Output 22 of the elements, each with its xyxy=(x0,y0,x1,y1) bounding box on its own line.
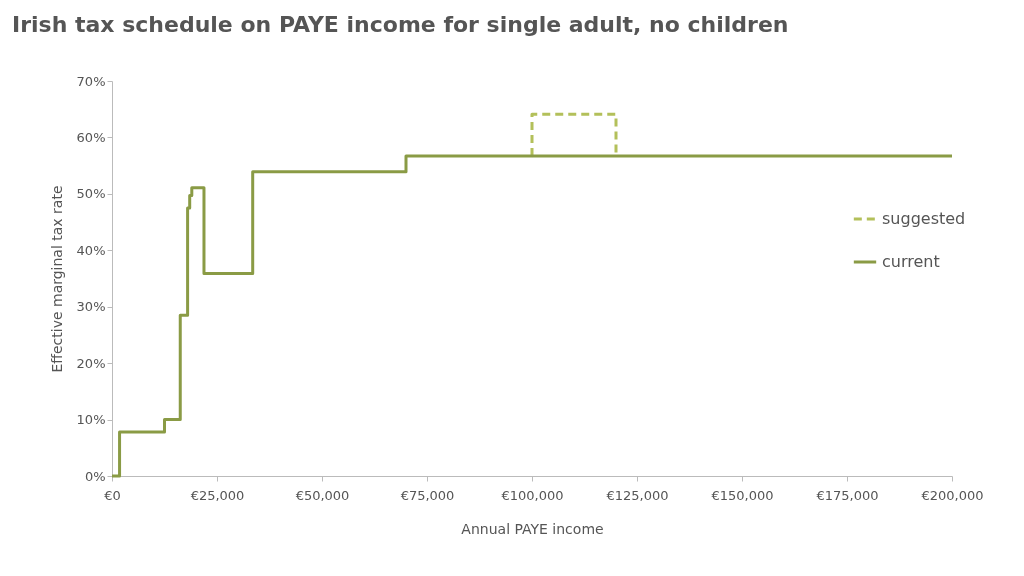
y-tick-label: 60% xyxy=(76,129,106,145)
x-axis-title: Annual PAYE income xyxy=(461,520,604,537)
x-tick-label: €125,000 xyxy=(606,487,669,503)
y-tick-label: 50% xyxy=(76,186,106,202)
x-tick-label: €50,000 xyxy=(295,487,350,503)
x-tick-label: €150,000 xyxy=(711,487,774,503)
chart-title: Irish tax schedule on PAYE income for single adult, no children xyxy=(12,12,789,37)
y-tick-label: 40% xyxy=(76,242,106,258)
x-tick-label: €200,000 xyxy=(921,487,984,503)
y-tick-label: 0% xyxy=(84,468,106,484)
y-tick-label: 70% xyxy=(76,73,106,89)
x-tick-label: €25,000 xyxy=(190,487,245,503)
legend-label: current xyxy=(882,252,940,271)
x-tick-label: €175,000 xyxy=(816,487,879,503)
x-tick-label: €75,000 xyxy=(400,487,455,503)
y-axis-title: Effective marginal tax rate xyxy=(48,185,65,373)
legend-label: suggested xyxy=(882,209,966,228)
y-tick-label: 10% xyxy=(76,412,106,428)
y-tick-label: 30% xyxy=(76,299,106,315)
x-tick-label: €0 xyxy=(104,487,121,503)
y-tick-label: 20% xyxy=(76,355,106,371)
x-tick-label: €100,000 xyxy=(501,487,564,503)
